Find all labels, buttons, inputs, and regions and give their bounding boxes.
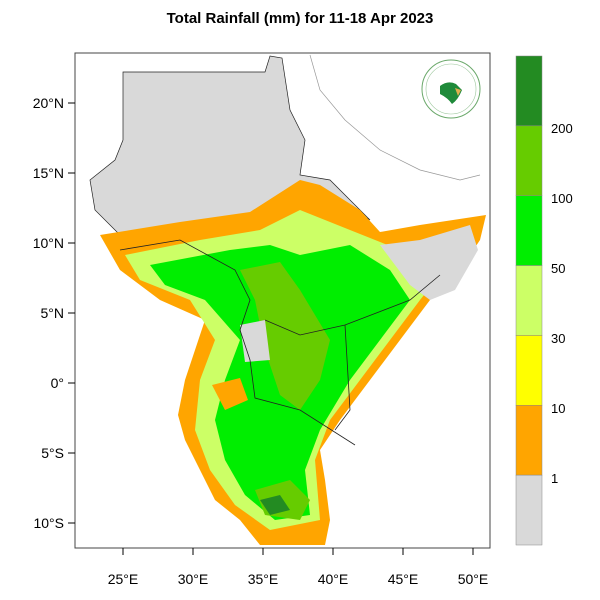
colorbar-label: 200 (551, 121, 573, 136)
lat-axis (68, 102, 75, 524)
rainfall-area-lime (240, 262, 330, 410)
igad-logo (421, 59, 481, 119)
lon-tick-label: 25°E (108, 571, 139, 587)
colorbar-label: 1 (551, 471, 559, 486)
lon-tick-label: 30°E (178, 571, 209, 587)
no-rain-patch (240, 320, 270, 362)
land (89, 54, 486, 545)
colorbar-segment (515, 335, 543, 406)
lat-tick-label: 5°S (41, 445, 64, 461)
lon-tick-label: 40°E (318, 571, 349, 587)
lat-tick-label: 0° (51, 375, 64, 391)
colorbar-segment (515, 125, 543, 196)
orange-patch (212, 378, 248, 410)
lon-tick-label: 45°E (388, 571, 419, 587)
lat-tick-label: 15°N (33, 165, 64, 181)
colorbar-segment (515, 474, 543, 546)
coastline-outside (309, 54, 481, 181)
lon-axis (122, 548, 474, 555)
colorbar-segment (515, 55, 543, 127)
rainfall-area-darkgreen (260, 495, 290, 515)
colorbar-segment (515, 195, 543, 266)
colorbar-label: 50 (551, 261, 566, 276)
lat-tick-label: 5°N (41, 305, 65, 321)
lat-tick-label: 10°S (33, 515, 64, 531)
no-rain-patch (380, 225, 478, 300)
colorbar-segment (515, 405, 543, 476)
colorbar-label: 100 (551, 191, 573, 206)
map-title: Total Rainfall (mm) for 11-18 Apr 2023 (166, 10, 434, 27)
lon-tick-label: 50°E (458, 571, 489, 587)
lat-tick-label: 10°N (33, 235, 64, 251)
colorbar (515, 55, 543, 546)
colorbar-label: 30 (551, 331, 566, 346)
lon-tick-label: 35°E (248, 571, 279, 587)
lat-tick-label: 20°N (33, 95, 64, 111)
country-borders (119, 239, 356, 446)
colorbar-segment (515, 265, 543, 336)
colorbar-label: 10 (551, 401, 566, 416)
country-borders (334, 324, 351, 431)
